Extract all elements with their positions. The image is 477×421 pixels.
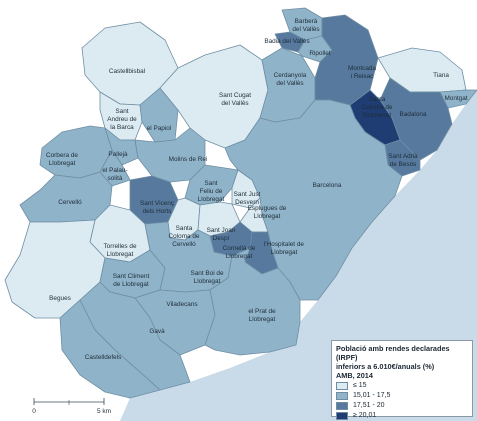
label-hospitalet-2: Llobregat [271, 249, 298, 256]
label-sant-adria-1: Sant Adrià [388, 153, 418, 160]
label-esplugues-1: Esplugues de [248, 205, 287, 212]
label-sant-climent-1: Sant Climent [113, 273, 150, 280]
legend-item: ≤ 15 [336, 381, 468, 390]
scale-five: 5 km [97, 408, 111, 415]
label-corbera-2: Llobregat [49, 160, 76, 167]
label-sant-boi-2: Llobregat [194, 278, 221, 285]
label-sant-boi-1: Sant Boi de [190, 270, 223, 277]
label-palau-1: el Palau- [102, 167, 127, 174]
label-torrelles-1: Torrelles de [103, 243, 136, 250]
label-el-papiol: el Papiol [147, 125, 172, 132]
label-hospitalet-1: l'Hospitalet de [264, 241, 304, 248]
label-santa-coloma-g-2: Coloma de [362, 104, 393, 111]
label-santa-coloma-g-1: Santa [369, 96, 386, 103]
legend: Població amb rendes declarades (IRPF) in… [331, 340, 473, 420]
legend-swatch [336, 391, 348, 400]
label-sant-adria-2: de Besòs [390, 161, 417, 168]
label-sant-feliu-3: Llobregat [198, 196, 225, 203]
legend-item-label: 17,51 - 20 [353, 402, 385, 409]
legend-item: ≥ 20,01 [336, 411, 468, 420]
label-palleja: Pallejà [108, 151, 128, 158]
label-sant-vicenc-2: dels Horts [143, 208, 172, 215]
label-sant-vicenc-1: Sant Vicenç [140, 200, 175, 207]
label-sant-just-2: Desvern [235, 199, 259, 206]
scale-bar: 0 5 km [32, 398, 111, 415]
label-sant-andreu-2: Andreu de [107, 116, 137, 123]
label-sant-joan-1: Sant Joan [207, 227, 236, 234]
label-badalona: Badalona [399, 111, 426, 118]
label-corbera-1: Corbera de [46, 152, 78, 159]
legend-subtitle-1: inferiors a 6.010€/anuals (%) [336, 362, 435, 371]
label-torrelles-2: Llobregat [107, 251, 134, 258]
legend-swatch [336, 381, 348, 390]
map-labels: Castellbisbal Sant Andreu de la Barca el… [46, 18, 468, 361]
label-sant-feliu-1: Sant [204, 180, 217, 187]
scale-zero: 0 [32, 408, 36, 415]
legend-item-label: ≤ 15 [353, 382, 367, 389]
label-montgat: Montgat [444, 95, 467, 102]
label-el-prat-2: Llobregat [249, 316, 276, 323]
sea-area [120, 90, 477, 421]
label-santa-coloma-c-1: Santa [176, 225, 193, 232]
legend-subtitle-2: AMB, 2014 [336, 371, 373, 380]
label-begues: Begues [49, 295, 71, 302]
label-santa-coloma-c-3: Cervelló [172, 241, 196, 248]
label-barcelona: Barcelona [313, 182, 342, 189]
label-cervello: Cervelló [58, 199, 82, 206]
label-sant-andreu-1: Sant [115, 108, 128, 115]
label-sant-feliu-2: Feliu de [200, 188, 223, 195]
label-barbera-1: Barberà [295, 18, 318, 25]
label-montcada-2: i Reixac [351, 73, 375, 80]
label-sant-climent-2: de Llobregat [113, 281, 149, 288]
label-sant-just-1: Sant Just [234, 191, 261, 198]
legend-swatch [336, 401, 348, 410]
muni-el-prat-de-llobregat[interactable] [204, 247, 301, 356]
label-gava: Gavà [149, 328, 165, 335]
label-cerdanyola-1: Cerdanyola [274, 72, 307, 79]
label-cerdanyola-2: del Vallès [276, 80, 303, 87]
label-castelldefels: Castelldefels [85, 354, 122, 361]
label-el-prat-1: el Prat de [248, 308, 276, 315]
label-montcada-1: Montcada [348, 65, 377, 72]
legend-title: Població amb rendes declarades (IRPF) [336, 344, 450, 362]
muni-castelldefels[interactable] [59, 299, 161, 399]
label-esplugues-2: Llobregat [254, 213, 281, 220]
label-sant-andreu-3: la Barca [110, 124, 134, 131]
label-santa-coloma-c-2: Coloma de [169, 233, 200, 240]
legend-item-label: 15,01 - 17,5 [353, 392, 391, 399]
legend-swatch [336, 411, 348, 420]
label-barbera-2: del Vallès [292, 26, 319, 33]
label-santa-coloma-g-3: Gramenet [363, 112, 392, 119]
legend-item-label: ≥ 20,01 [353, 412, 377, 419]
label-cornella-1: Cornellà de [223, 245, 256, 252]
label-ripollet: Ripollet [309, 50, 331, 57]
legend-item: 15,01 - 17,5 [336, 391, 468, 400]
label-viladecans: Viladecans [166, 301, 197, 308]
label-tiana: Tiana [433, 72, 449, 79]
label-sant-cugat-1: Sant Cugat [219, 92, 251, 99]
label-sant-joan-2: Despí [213, 235, 230, 242]
label-palau-2: solità [108, 175, 123, 182]
legend-item: 17,51 - 20 [336, 401, 468, 410]
label-badia: Badia del Vallès [264, 38, 309, 45]
label-castellbisbal: Castellbisbal [109, 68, 145, 75]
label-sant-cugat-2: del Vallès [221, 100, 248, 107]
label-cornella-2: Llobregat [226, 253, 253, 260]
label-molins: Molins de Rei [169, 156, 208, 163]
